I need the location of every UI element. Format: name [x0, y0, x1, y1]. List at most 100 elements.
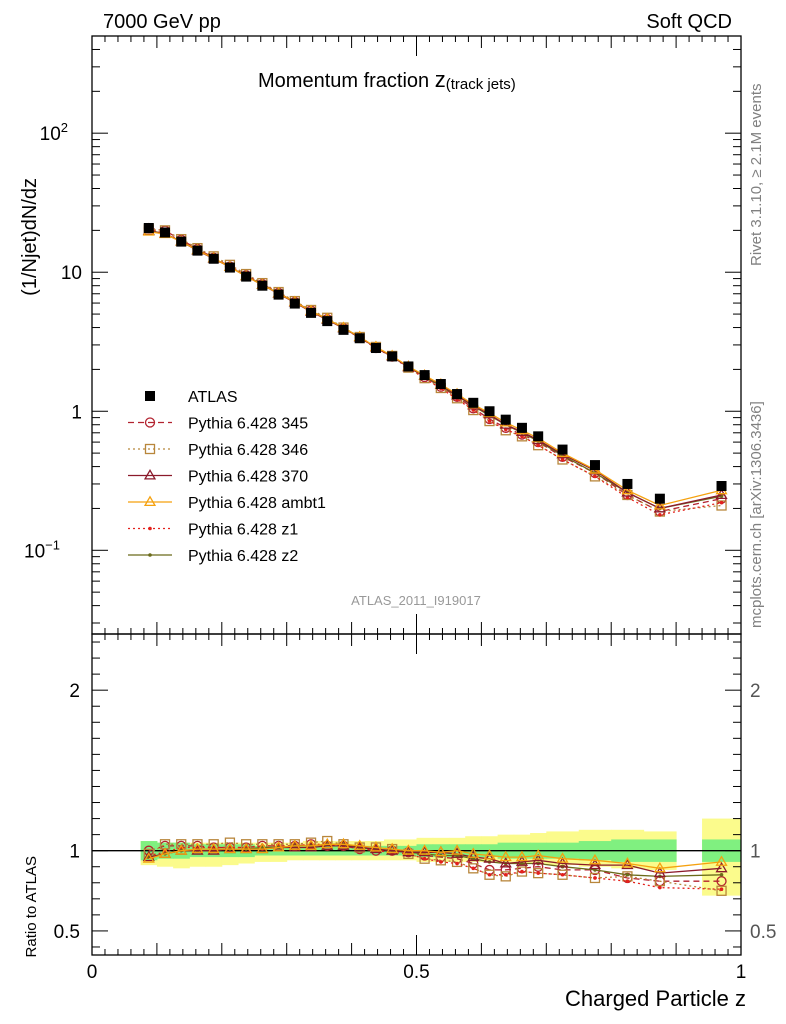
- ratio-point-ambt1: [256, 842, 269, 854]
- main-point-atlas: [533, 431, 544, 442]
- main-y-tick-label: 1: [71, 402, 82, 423]
- main-y-tick-label: 10: [61, 263, 82, 284]
- main-point-atlas: [716, 481, 727, 492]
- main-point-z1: [536, 443, 540, 447]
- main-point-atlas: [403, 361, 414, 372]
- main-point-atlas: [322, 316, 333, 327]
- ratio-point-p370: [715, 861, 728, 873]
- title-variable: z: [435, 67, 446, 92]
- ratio-point-ambt1: [450, 844, 464, 855]
- main-point-z1: [560, 457, 565, 462]
- main-point-p370: [653, 501, 666, 513]
- ratio-y-tick-label-right: 0.5: [750, 922, 776, 943]
- legend-marker-ambt1: [143, 495, 157, 507]
- ratio-point-ambt1: [621, 857, 634, 868]
- legend-entry-z2: Pythia 6.428 z2: [128, 548, 298, 565]
- legend-label-p370: Pythia 6.428 370: [188, 469, 308, 486]
- ratio-point-p346: [468, 863, 479, 874]
- ratio-point-p346: [516, 866, 528, 877]
- ratio-point-ambt1: [418, 844, 431, 855]
- ratio-point-p370: [499, 857, 512, 868]
- main-point-atlas: [354, 333, 365, 344]
- legend-marker-z1: [148, 526, 152, 531]
- main-point-z1: [658, 512, 662, 517]
- ratio-point-z1: [520, 869, 524, 874]
- main-line-ambt1: [148, 230, 722, 507]
- analysis-id-watermark: ATLAS_2011_I919017: [351, 593, 481, 608]
- ratio-point-p370: [450, 847, 464, 858]
- ratio-point-z1: [719, 887, 724, 891]
- header-energy-label: 7000 GeV pp: [103, 11, 221, 33]
- title-subscript: (track jets): [446, 76, 516, 93]
- ratio-point-z1: [439, 860, 443, 864]
- ratio-line-p346: [148, 840, 722, 892]
- ratio-point-p370: [304, 840, 318, 852]
- main-point-atlas: [557, 444, 568, 455]
- ratio-point-ambt1: [515, 850, 529, 862]
- legend-marker-p345: [144, 417, 156, 428]
- ratio-point-ambt1: [272, 840, 285, 852]
- main-plot-area: 10−1 1 10 102: [24, 35, 742, 635]
- ratio-point-z1: [536, 871, 540, 875]
- legend-marker-p370: [143, 469, 157, 480]
- main-point-atlas: [435, 379, 446, 390]
- ratio-y-tick-label-left: 1: [69, 842, 80, 863]
- legend-label-z2: Pythia 6.428 z2: [188, 548, 298, 565]
- ratio-point-ambt1: [304, 839, 318, 850]
- ratio-point-p370: [483, 852, 496, 863]
- ratio-point-ambt1: [556, 852, 569, 863]
- ratio-point-z2: [625, 872, 630, 877]
- main-point-ambt1: [653, 499, 666, 510]
- ratio-point-z1: [455, 861, 459, 866]
- main-point-atlas: [589, 460, 600, 471]
- ratio-point-z1: [593, 876, 597, 880]
- main-y-tick-exponent: 2: [61, 120, 68, 135]
- ratio-point-ambt1: [369, 840, 383, 852]
- main-point-atlas: [468, 397, 479, 408]
- ratio-plot-area: 0.5 0.51 12 20 0.5 1: [54, 633, 776, 983]
- ratio-point-z1: [422, 856, 427, 861]
- legend-label-p346: Pythia 6.428 346: [188, 442, 308, 459]
- main-line-p370: [148, 230, 722, 510]
- ratio-y-axis-title: Ratio to ATLAS: [23, 856, 40, 957]
- ratio-point-ambt1: [653, 861, 666, 873]
- ratio-y-tick-label-left: 2: [69, 681, 80, 702]
- ratio-point-p346: [500, 871, 511, 882]
- ratio-point-ambt1: [402, 844, 415, 855]
- ratio-point-p370: [402, 845, 415, 857]
- main-y-tick-exponent: −1: [45, 537, 60, 552]
- ratio-point-p346: [557, 869, 568, 880]
- ratio-point-ambt1: [191, 842, 204, 854]
- legend-label-ambt1: Pythia 6.428 ambt1: [188, 495, 326, 512]
- main-plot-frame: [91, 35, 742, 635]
- main-point-atlas: [289, 298, 300, 309]
- ratio-point-ambt1: [467, 847, 480, 858]
- main-point-atlas: [484, 406, 495, 417]
- legend-marker-p346: [144, 443, 156, 455]
- ratio-plot-frame: [91, 633, 742, 956]
- mcplots-reference-label: mcplots.cern.ch [arXiv:1306.3436]: [748, 401, 765, 628]
- ratio-point-p346: [716, 885, 727, 896]
- legend-entry-ambt1: Pythia 6.428 ambt1: [128, 495, 326, 512]
- legend-marker-atlas: [145, 391, 155, 401]
- ratio-point-ambt1: [337, 837, 350, 849]
- main-point-z1: [487, 419, 492, 423]
- ratio-point-ambt1: [588, 853, 602, 865]
- ratio-point-ambt1: [158, 847, 172, 858]
- ratio-point-ambt1: [386, 842, 399, 854]
- main-y-tick-label: 10−1: [24, 537, 60, 562]
- header-category-label: Soft QCD: [646, 11, 732, 33]
- main-point-ambt1: [621, 483, 634, 495]
- main-point-atlas: [273, 289, 284, 300]
- legend-entry-p346: Pythia 6.428 346: [128, 442, 308, 459]
- legend-entry-atlas: ATLAS: [145, 389, 238, 406]
- main-point-atlas: [143, 222, 154, 233]
- title-main-text: Momentum fraction: [258, 70, 435, 92]
- ratio-point-ambt1: [434, 845, 447, 857]
- legend-entry-z1: Pythia 6.428 z1: [128, 522, 298, 539]
- legend-marker-z2: [148, 553, 152, 557]
- main-point-atlas: [516, 422, 527, 433]
- main-point-atlas: [241, 271, 252, 282]
- ratio-point-z1: [503, 872, 508, 877]
- ratio-point-ambt1: [142, 852, 155, 863]
